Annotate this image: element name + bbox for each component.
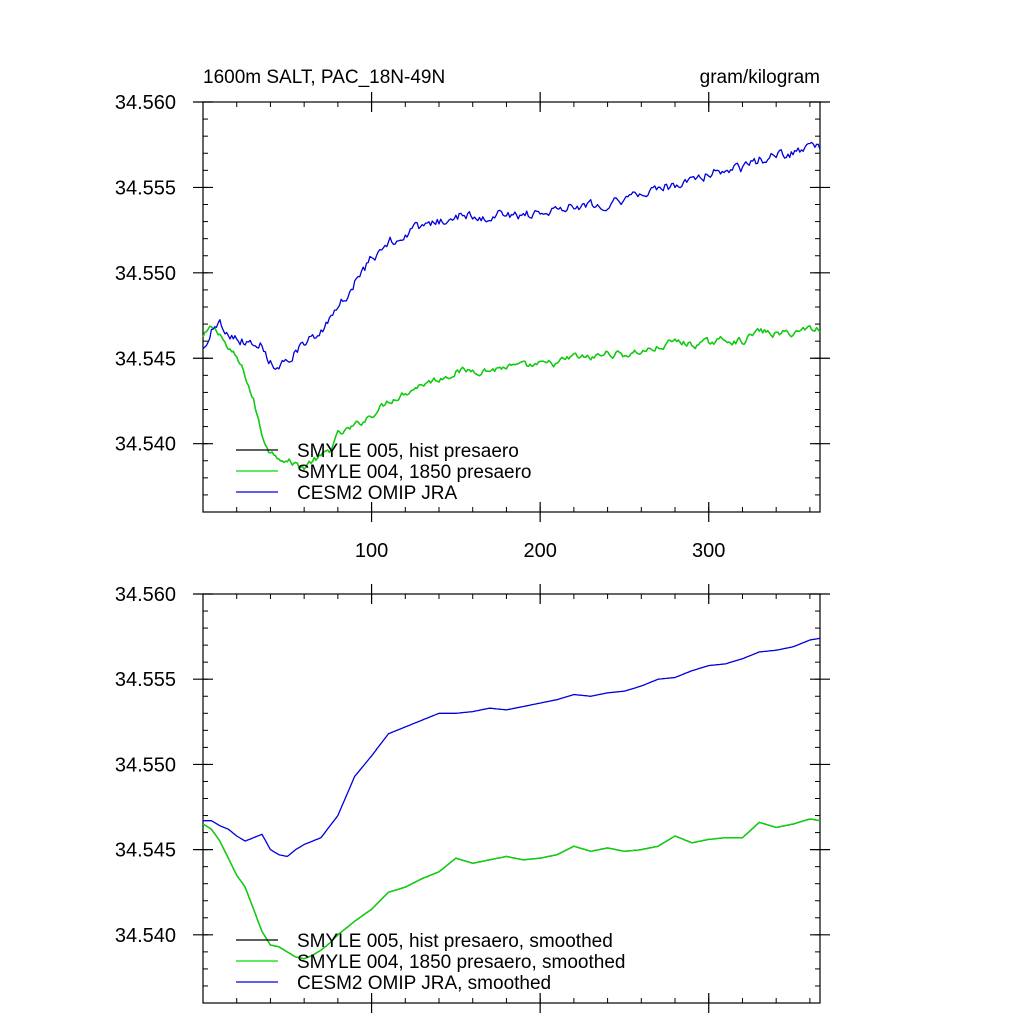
legend-label-smyle-004-1850-presaero-smoothed: SMYLE 004, 1850 presaero, smoothed	[297, 952, 625, 973]
series-line-smyle-004-1850-presaero	[202, 325, 821, 471]
top-panel: 34.540 34.545 34.550 34.555 34.560 100 200 300 S…	[115, 92, 830, 562]
legend-label-cesm2-omip-jra: CESM2 OMIP JRA	[297, 483, 457, 504]
series-line-cesm2-omip-jra	[202, 141, 821, 370]
units-label: gram/kilogram	[700, 67, 820, 88]
figure-title: 1600m SALT, PAC_18N-49N	[203, 67, 445, 88]
y-tick-label: 34.545	[115, 348, 176, 370]
y-tick-label: 34.560	[115, 92, 176, 114]
legend-label-cesm2-omip-jra-smoothed: CESM2 OMIP JRA, smoothed	[297, 973, 551, 994]
legend-label-smyle-005-hist-presaero: SMYLE 005, hist presaero	[297, 441, 519, 462]
legend-label-smyle-005-hist-presaero-smoothed: SMYLE 005, hist presaero, smoothed	[297, 931, 613, 952]
x-tick-label: 300	[692, 540, 725, 562]
x-tick-label: 100	[355, 540, 388, 562]
series-line-smyle-004-1850-presaero-smoothed	[202, 818, 821, 960]
y-tick-label: 34.550	[115, 263, 176, 285]
y-tick-label: 34.540	[115, 925, 176, 947]
bottom-panel: 34.540 34.545 34.550 34.555 34.560 SMYLE 005,…	[115, 584, 830, 1013]
y-tick-label: 34.560	[115, 584, 176, 606]
y-tick-label: 34.540	[115, 434, 176, 456]
y-tick-label: 34.555	[115, 177, 176, 199]
y-tick-label: 34.555	[115, 669, 176, 691]
legend-label-smyle-004-1850-presaero: SMYLE 004, 1850 presaero	[297, 462, 532, 483]
y-tick-label: 34.545	[115, 840, 176, 862]
x-tick-label: 200	[523, 540, 556, 562]
y-tick-label: 34.550	[115, 754, 176, 776]
series-line-cesm2-omip-jra-smoothed	[203, 637, 821, 858]
